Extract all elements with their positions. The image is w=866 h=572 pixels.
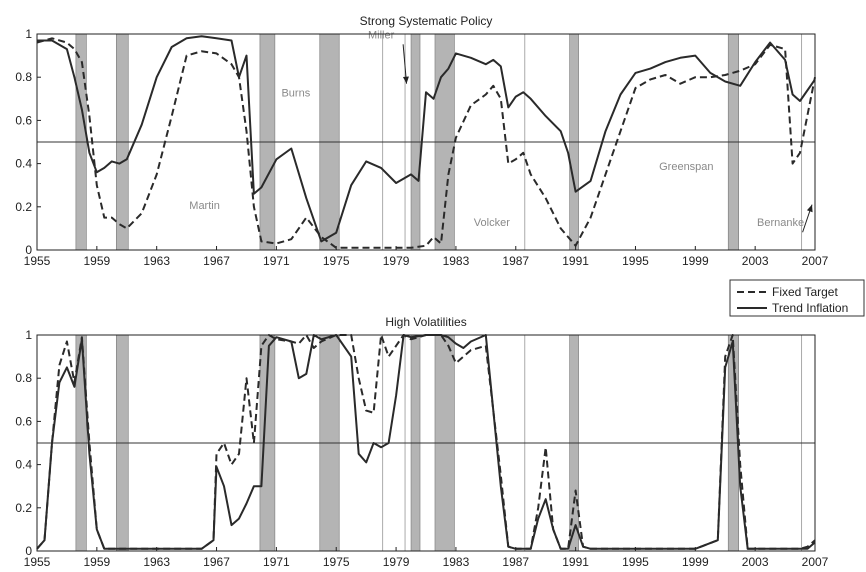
x-tick-label: 1963 (143, 555, 170, 569)
x-tick-label: 1979 (383, 254, 410, 268)
chair-annotation: Volcker (474, 217, 510, 229)
panel-strong-systematic-policy: Strong Systematic Policy Martin Burns Mille… (15, 14, 828, 268)
legend-label-trend-inflation: Trend Inflation (772, 301, 848, 315)
x-tick-label: 1963 (143, 254, 170, 268)
plot-frame (36, 33, 816, 251)
y-tick-label: 1 (25, 328, 32, 342)
series-line-fixed-target (36, 334, 816, 550)
x-tick-label: 1971 (263, 555, 290, 569)
x-tick-label: 1959 (83, 555, 110, 569)
x-tick-label: 1955 (24, 254, 51, 268)
x-tick-label: 1987 (502, 254, 529, 268)
y-tick-label: 0.8 (15, 70, 32, 84)
series-line-trend-inflation (36, 334, 816, 550)
x-tick-label: 1995 (622, 254, 649, 268)
chart-title: Strong Systematic Policy (360, 14, 493, 28)
y-tick-label: 0.4 (15, 157, 32, 171)
x-tick-label: 2003 (742, 254, 769, 268)
chair-annotation: Greenspan (659, 161, 713, 173)
x-tick-label: 1959 (83, 254, 110, 268)
x-tick-label: 1991 (562, 254, 589, 268)
x-tick-label: 1975 (323, 555, 350, 569)
y-tick-label: 0.8 (15, 371, 32, 385)
x-tick-label: 1983 (443, 555, 470, 569)
x-tick-label: 1999 (682, 555, 709, 569)
annotation-arrowhead (806, 204, 813, 213)
legend-box (729, 279, 865, 317)
x-tick-label: 1975 (323, 254, 350, 268)
y-tick-label: 0 (25, 544, 32, 558)
legend: Fixed Target Trend Inflation (729, 279, 865, 317)
x-tick-label: 1999 (682, 254, 709, 268)
series-line-fixed-target (36, 37, 816, 249)
x-tick-label: 1967 (203, 254, 230, 268)
y-tick-label: 0.2 (15, 200, 32, 214)
y-tick-label: 1 (25, 27, 32, 41)
chair-annotation: Miller (368, 29, 395, 41)
x-tick-label: 2003 (742, 555, 769, 569)
x-tick-label: 1967 (203, 555, 230, 569)
y-tick-label: 0 (25, 243, 32, 257)
x-tick-label: 1979 (383, 555, 410, 569)
x-tick-label: 2007 (802, 555, 829, 569)
chair-annotation: Burns (281, 88, 310, 100)
y-tick-label: 0.2 (15, 501, 32, 515)
chair-annotation: Bernanke (757, 217, 804, 229)
x-tick-label: 1971 (263, 254, 290, 268)
x-tick-label: 1995 (622, 555, 649, 569)
x-tick-label: 1991 (562, 555, 589, 569)
chair-annotation: Martin (189, 200, 220, 212)
y-tick-label: 0.4 (15, 458, 32, 472)
chart-title: High Volatilities (385, 315, 466, 329)
x-tick-label: 1955 (24, 555, 51, 569)
annotation-arrowhead (402, 76, 409, 84)
x-tick-label: 1987 (502, 555, 529, 569)
y-tick-label: 0.6 (15, 113, 32, 127)
panel-high-volatilities: High Volatilities 1955 1959 1963 1967 1971 197… (15, 315, 828, 569)
x-tick-label: 2007 (802, 254, 829, 268)
y-tick-label: 0.6 (15, 414, 32, 428)
legend-label-fixed-target: Fixed Target (772, 285, 838, 299)
plot-frame (36, 334, 816, 552)
series-line-trend-inflation (37, 35, 816, 243)
x-tick-label: 1983 (443, 254, 470, 268)
